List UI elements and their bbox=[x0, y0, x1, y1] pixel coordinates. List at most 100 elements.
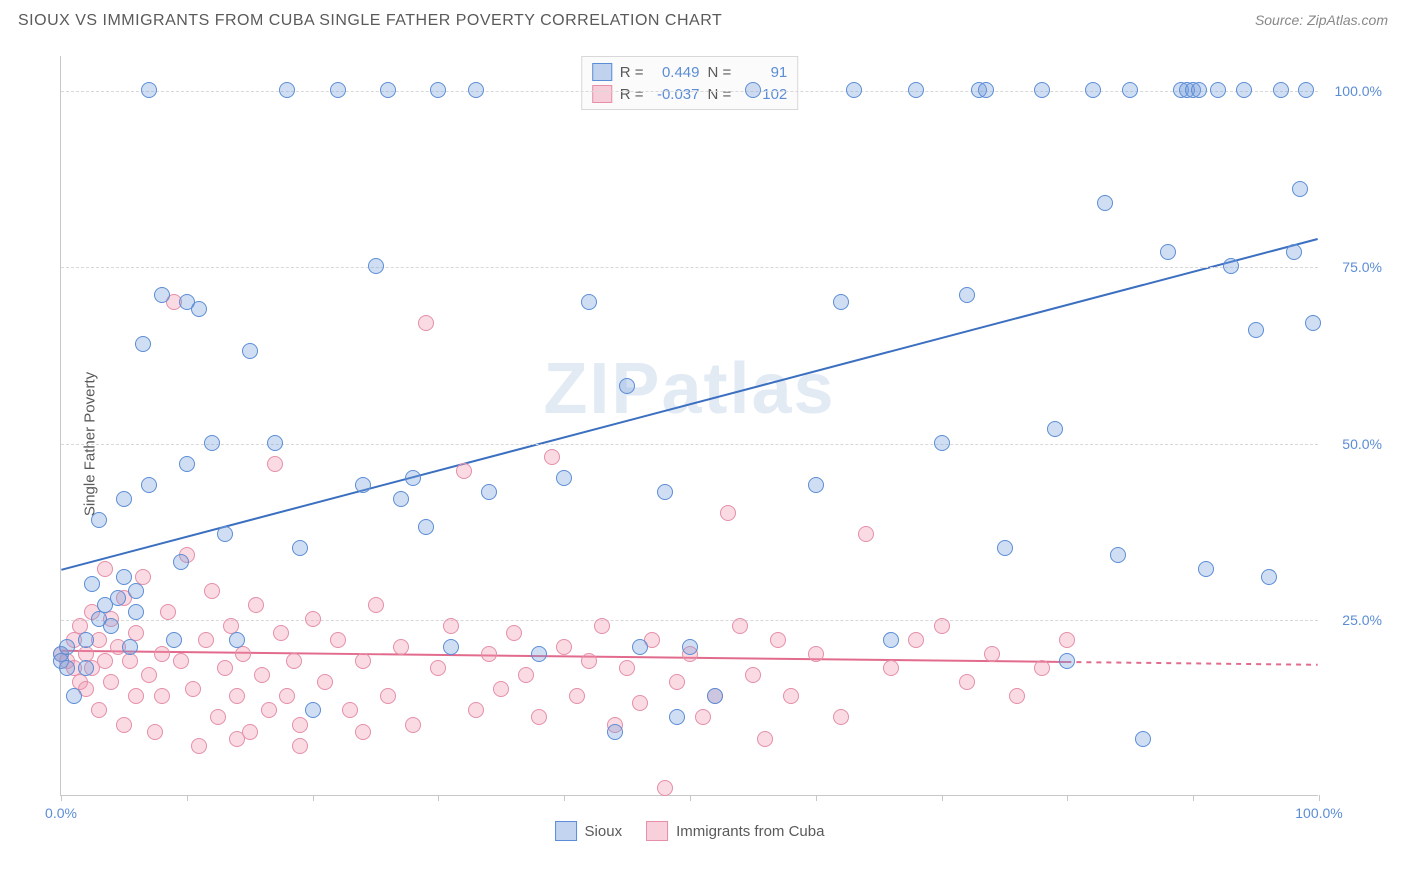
data-point bbox=[110, 590, 126, 606]
data-point bbox=[468, 702, 484, 718]
chart-title: SIOUX VS IMMIGRANTS FROM CUBA SINGLE FAT… bbox=[18, 12, 722, 30]
data-point bbox=[154, 646, 170, 662]
data-point bbox=[1085, 82, 1101, 98]
data-point bbox=[173, 653, 189, 669]
gridline bbox=[61, 444, 1318, 445]
data-point bbox=[720, 505, 736, 521]
data-point bbox=[305, 702, 321, 718]
data-point bbox=[217, 660, 233, 676]
data-point bbox=[959, 674, 975, 690]
data-point bbox=[632, 695, 648, 711]
data-point bbox=[481, 484, 497, 500]
data-point bbox=[292, 540, 308, 556]
data-point bbox=[934, 435, 950, 451]
data-point bbox=[1122, 82, 1138, 98]
trend-lines bbox=[61, 56, 1318, 795]
stat-r-label: R = bbox=[620, 64, 644, 81]
legend-label: Sioux bbox=[585, 823, 623, 840]
data-point bbox=[330, 632, 346, 648]
data-point bbox=[78, 660, 94, 676]
data-point bbox=[657, 484, 673, 500]
data-point bbox=[1191, 82, 1207, 98]
data-point bbox=[59, 660, 75, 676]
data-point bbox=[286, 653, 302, 669]
data-point bbox=[116, 569, 132, 585]
data-point bbox=[355, 724, 371, 740]
data-point bbox=[116, 491, 132, 507]
source-attribution: Source: ZipAtlas.com bbox=[1255, 12, 1388, 28]
data-point bbox=[556, 470, 572, 486]
data-point bbox=[279, 688, 295, 704]
legend-swatch bbox=[646, 821, 668, 841]
x-tick bbox=[1193, 795, 1194, 801]
data-point bbox=[97, 653, 113, 669]
data-point bbox=[808, 477, 824, 493]
data-point bbox=[997, 540, 1013, 556]
x-tick-label: 0.0% bbox=[45, 805, 77, 821]
data-point bbox=[380, 82, 396, 98]
data-point bbox=[607, 724, 623, 740]
data-point bbox=[531, 646, 547, 662]
data-point bbox=[204, 583, 220, 599]
data-point bbox=[128, 604, 144, 620]
data-point bbox=[456, 463, 472, 479]
data-point bbox=[1059, 653, 1075, 669]
data-point bbox=[1286, 244, 1302, 260]
gridline bbox=[61, 620, 1318, 621]
x-tick bbox=[816, 795, 817, 801]
data-point bbox=[682, 639, 698, 655]
data-point bbox=[1210, 82, 1226, 98]
x-tick bbox=[438, 795, 439, 801]
data-point bbox=[619, 378, 635, 394]
data-point bbox=[1248, 322, 1264, 338]
data-point bbox=[619, 660, 635, 676]
data-point bbox=[908, 632, 924, 648]
data-point bbox=[368, 597, 384, 613]
data-point bbox=[368, 258, 384, 274]
data-point bbox=[210, 709, 226, 725]
data-point bbox=[179, 294, 195, 310]
data-point bbox=[1261, 569, 1277, 585]
data-point bbox=[581, 653, 597, 669]
data-point bbox=[978, 82, 994, 98]
data-point bbox=[934, 618, 950, 634]
data-point bbox=[481, 646, 497, 662]
data-point bbox=[91, 512, 107, 528]
header: SIOUX VS IMMIGRANTS FROM CUBA SINGLE FAT… bbox=[0, 0, 1406, 30]
legend-item: Immigrants from Cuba bbox=[646, 821, 824, 841]
data-point bbox=[569, 688, 585, 704]
data-point bbox=[669, 674, 685, 690]
data-point bbox=[355, 653, 371, 669]
data-point bbox=[1097, 195, 1113, 211]
data-point bbox=[198, 632, 214, 648]
legend-swatch bbox=[555, 821, 577, 841]
x-tick bbox=[187, 795, 188, 801]
data-point bbox=[468, 82, 484, 98]
gridline bbox=[61, 267, 1318, 268]
data-point bbox=[405, 470, 421, 486]
data-point bbox=[443, 639, 459, 655]
data-point bbox=[292, 717, 308, 733]
data-point bbox=[235, 646, 251, 662]
data-point bbox=[732, 618, 748, 634]
data-point bbox=[393, 639, 409, 655]
data-point bbox=[908, 82, 924, 98]
data-point bbox=[166, 632, 182, 648]
x-tick-label: 100.0% bbox=[1295, 805, 1342, 821]
data-point bbox=[267, 456, 283, 472]
plot-area: ZIPatlas R =0.449N =91R =-0.037N =102 Si… bbox=[60, 56, 1318, 796]
data-point bbox=[405, 717, 421, 733]
data-point bbox=[581, 294, 597, 310]
data-point bbox=[745, 667, 761, 683]
x-tick bbox=[942, 795, 943, 801]
data-point bbox=[84, 576, 100, 592]
data-point bbox=[518, 667, 534, 683]
data-point bbox=[103, 618, 119, 634]
data-point bbox=[1298, 82, 1314, 98]
data-point bbox=[1135, 731, 1151, 747]
data-point bbox=[506, 625, 522, 641]
data-point bbox=[229, 731, 245, 747]
data-point bbox=[154, 688, 170, 704]
data-point bbox=[141, 82, 157, 98]
data-point bbox=[128, 583, 144, 599]
